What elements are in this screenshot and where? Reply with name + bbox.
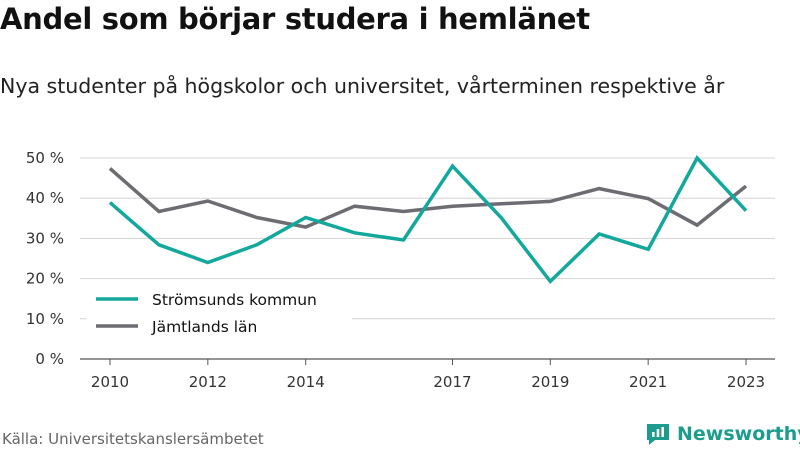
newsworthy-logo-icon [647, 424, 669, 445]
y-tick-label: 30 % [26, 229, 64, 247]
series-lines [108, 155, 748, 285]
x-axis: 2010 2012 2014 2017 2019 2021 2023 [91, 359, 765, 391]
y-tick-label: 0 % [35, 350, 64, 368]
brand-logo: Newsworthy [645, 419, 800, 449]
x-tick-label: 2021 [629, 373, 667, 391]
x-tick-label: 2010 [91, 373, 129, 391]
y-tick-label: 40 % [26, 189, 64, 207]
x-tick-label: 2014 [287, 373, 325, 391]
x-tick-label: 2017 [433, 373, 471, 391]
legend: Strömsunds kommun Jämtlands län [86, 286, 352, 342]
chart-title: Andel som börjar studera i hemlänet [0, 2, 590, 36]
brand-name: Newsworthy [677, 423, 800, 445]
x-tick-label: 2012 [189, 373, 227, 391]
series-line-jamtland [108, 167, 748, 229]
source-note: Källa: Universitetskanslersämbetet [2, 430, 264, 448]
y-tick-label: 50 % [26, 149, 64, 167]
y-tick-label: 10 % [26, 310, 64, 328]
legend-label-stromsund: Strömsunds kommun [152, 291, 317, 309]
y-axis: 0 % 10 % 20 % 30 % 40 % 50 % [26, 149, 64, 368]
x-tick-label: 2023 [727, 373, 765, 391]
series-line-stromsund [108, 155, 748, 285]
y-tick-label: 20 % [26, 270, 64, 288]
x-tick-label: 2019 [531, 373, 569, 391]
legend-label-jamtland: Jämtlands län [151, 318, 257, 336]
chart-subtitle: Nya studenter på högskolor och universit… [0, 74, 725, 98]
legend-background [86, 286, 352, 342]
